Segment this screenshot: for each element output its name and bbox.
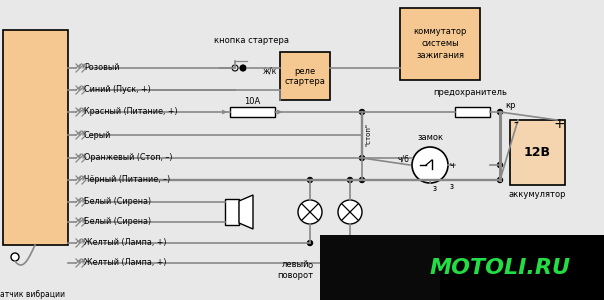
- Text: кнопка стартера: кнопка стартера: [214, 36, 289, 45]
- Text: MOTOLI.RU: MOTOLI.RU: [429, 257, 571, 278]
- Text: Белый (Сирена): Белый (Сирена): [84, 197, 151, 206]
- Circle shape: [240, 65, 245, 70]
- Circle shape: [498, 178, 503, 182]
- Circle shape: [347, 260, 353, 266]
- Text: 12В: 12В: [524, 146, 551, 159]
- Bar: [510, 120, 565, 185]
- Text: "стоп": "стоп": [365, 124, 371, 146]
- Text: кр: кр: [505, 101, 515, 110]
- Bar: [230, 107, 275, 117]
- Circle shape: [307, 178, 312, 182]
- Circle shape: [232, 65, 238, 71]
- Circle shape: [359, 155, 364, 160]
- Text: Розовый: Розовый: [84, 64, 120, 73]
- Text: ч: ч: [450, 161, 454, 170]
- Bar: [320, 235, 604, 300]
- Text: реле: реле: [294, 67, 316, 76]
- Text: Желтый (Лампа, +): Желтый (Лампа, +): [84, 259, 167, 268]
- Text: ч/б: ч/б: [398, 155, 410, 164]
- Text: 10A: 10A: [245, 97, 260, 106]
- Text: з: з: [450, 182, 454, 191]
- Circle shape: [359, 178, 364, 182]
- Text: зажигания: зажигания: [416, 52, 464, 61]
- Text: з: з: [433, 184, 437, 193]
- Circle shape: [359, 110, 364, 115]
- Text: поворот: поворот: [277, 271, 313, 280]
- Circle shape: [307, 241, 312, 245]
- Bar: [320, 235, 440, 300]
- Polygon shape: [239, 195, 253, 229]
- Text: Серый: Серый: [84, 130, 111, 140]
- Text: Синий (Пуск, +): Синий (Пуск, +): [84, 85, 151, 94]
- Text: по: по: [355, 271, 365, 280]
- Text: стартера: стартера: [284, 76, 326, 85]
- Circle shape: [412, 147, 448, 183]
- Text: аккумулятор: аккумулятор: [509, 190, 567, 199]
- Text: ж/к: ж/к: [263, 66, 277, 75]
- Text: предохранитель: предохранитель: [433, 88, 507, 97]
- Circle shape: [498, 163, 503, 167]
- Text: Оранжевый (Стоп, –): Оранжевый (Стоп, –): [84, 154, 173, 163]
- Bar: [3, 30, 68, 245]
- Text: -: -: [513, 117, 518, 131]
- Text: +: +: [553, 117, 565, 131]
- Bar: [400, 8, 480, 80]
- Circle shape: [498, 110, 503, 115]
- Bar: [280, 52, 330, 100]
- Text: Красный (Питание, +): Красный (Питание, +): [84, 107, 178, 116]
- Text: Датчик вибрации: Датчик вибрации: [0, 290, 65, 299]
- Circle shape: [347, 178, 353, 182]
- Bar: [225, 199, 239, 225]
- Text: левый: левый: [281, 260, 309, 269]
- Circle shape: [338, 200, 362, 224]
- Text: Желтый (Лампа, +): Желтый (Лампа, +): [84, 238, 167, 247]
- Circle shape: [11, 253, 19, 261]
- Text: Чёрный (Питание, –): Чёрный (Питание, –): [84, 176, 170, 184]
- Circle shape: [240, 65, 246, 71]
- Circle shape: [298, 200, 322, 224]
- Text: Белый (Сирена): Белый (Сирена): [84, 218, 151, 226]
- Text: системы: системы: [421, 40, 459, 49]
- Text: г: г: [348, 261, 352, 270]
- Text: коммутатор: коммутатор: [413, 28, 467, 37]
- Text: пр: пр: [355, 260, 365, 269]
- Bar: [455, 107, 490, 117]
- Text: замок: замок: [417, 133, 443, 142]
- Text: о: о: [307, 261, 312, 270]
